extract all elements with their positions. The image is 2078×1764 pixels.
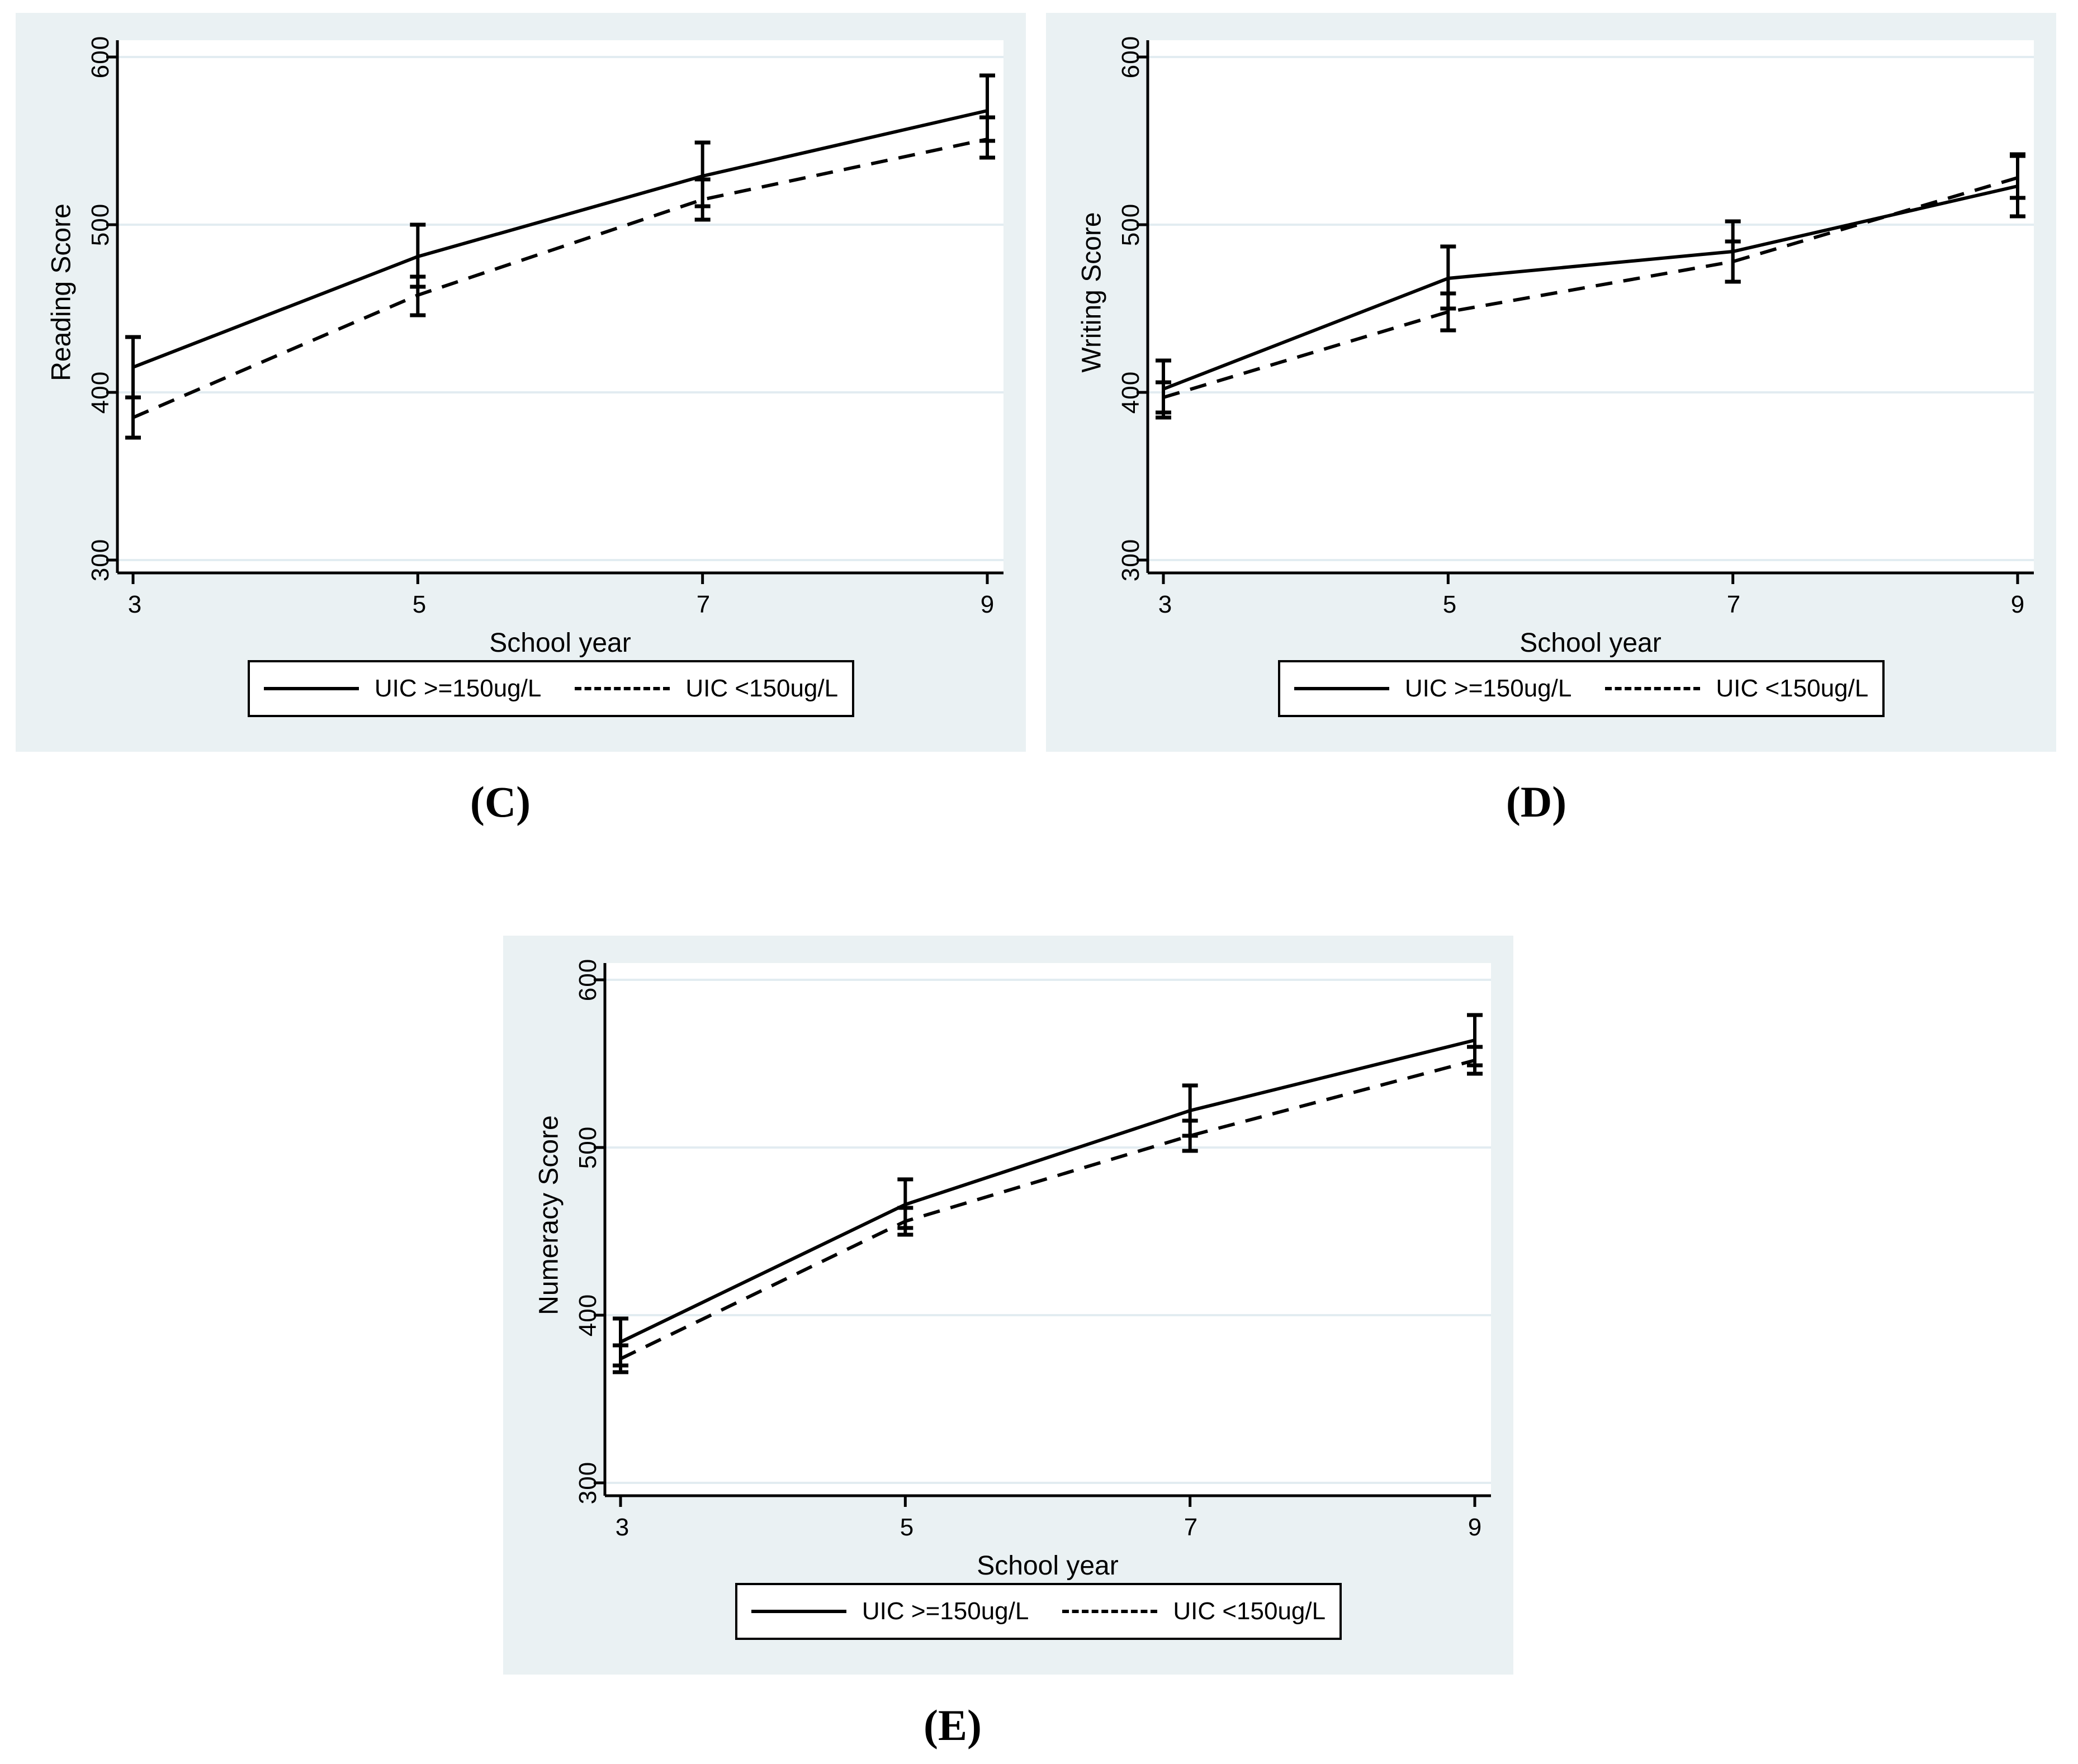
series-line xyxy=(1163,176,2018,399)
panel-letter-d: (D) xyxy=(1506,777,1567,826)
legend-label-solid: UIC >=150ug/L xyxy=(374,675,542,702)
y-tick-label-300: 300 xyxy=(1117,538,1144,582)
y-tick-label-500: 500 xyxy=(87,203,114,246)
y-tick-label-500: 500 xyxy=(574,1126,602,1169)
y-tick-label-600: 600 xyxy=(574,958,602,1002)
legend-item-solid: UIC >=150ug/L xyxy=(263,675,542,703)
y-axis-title: Numeracy Score xyxy=(534,1115,564,1315)
x-tick-label-7: 7 xyxy=(1184,1514,1198,1541)
y-tick-label-400: 400 xyxy=(1117,371,1144,414)
x-axis-title: School year xyxy=(977,1551,1119,1581)
plot-area xyxy=(1148,40,2034,573)
series-line xyxy=(132,137,988,419)
panel-letter-e: (E) xyxy=(924,1701,982,1749)
x-tick-label-5: 5 xyxy=(412,591,427,618)
legend: UIC >=150ug/L UIC <150ug/L xyxy=(735,1583,1342,1640)
solid-line-sample-icon xyxy=(263,687,359,690)
y-tick-label-300: 300 xyxy=(87,538,114,582)
y-tick-label-400: 400 xyxy=(574,1293,602,1337)
dashed-line-sample-icon xyxy=(575,687,670,690)
x-tick-label-3: 3 xyxy=(127,591,142,618)
panel-reading: 600 500 400 300 Reading Score 3 5 7 9 Sc… xyxy=(16,13,1026,752)
y-tick-label-600: 600 xyxy=(87,35,114,79)
x-axis-title: School year xyxy=(489,628,631,658)
legend-label-dashed: UIC <150ug/L xyxy=(685,675,839,702)
series-line xyxy=(619,1059,1475,1360)
y-axis-title: Writing Score xyxy=(1077,212,1107,373)
numeracy-chart-canvas xyxy=(594,963,1491,1507)
legend-item-solid: UIC >=150ug/L xyxy=(1294,675,1571,703)
x-tick-label-9: 9 xyxy=(1468,1514,1482,1541)
y-tick-label-500: 500 xyxy=(1117,203,1144,246)
legend-item-dashed: UIC <150ug/L xyxy=(575,675,838,703)
y-axis-title: Reading Score xyxy=(46,203,77,381)
plot-area xyxy=(117,40,1004,573)
x-tick-label-3: 3 xyxy=(615,1514,629,1541)
x-tick-label-9: 9 xyxy=(980,591,995,618)
x-tick-label-7: 7 xyxy=(1726,591,1741,618)
x-tick-label-7: 7 xyxy=(696,591,711,618)
series-line xyxy=(132,109,988,369)
panel-letter-c: (C) xyxy=(470,777,531,826)
writing-chart-canvas xyxy=(1137,40,2034,584)
x-axis-title: School year xyxy=(1520,628,1662,658)
dashed-line-sample-icon xyxy=(1605,687,1701,690)
legend-item-solid: UIC >=150ug/L xyxy=(751,1597,1029,1625)
x-tick-label-5: 5 xyxy=(900,1514,914,1541)
panel-writing: 600 500 400 300 Writing Score 3 5 7 9 Sc… xyxy=(1046,13,2056,752)
solid-line-sample-icon xyxy=(751,1610,846,1613)
y-tick-label-400: 400 xyxy=(87,371,114,414)
y-tick-label-300: 300 xyxy=(574,1461,602,1505)
solid-line-sample-icon xyxy=(1294,687,1389,690)
legend-label-solid: UIC >=150ug/L xyxy=(862,1597,1029,1625)
plot-area xyxy=(605,963,1491,1496)
x-tick-label-5: 5 xyxy=(1442,591,1457,618)
y-tick-label-600: 600 xyxy=(1117,35,1144,79)
x-tick-label-9: 9 xyxy=(2010,591,2025,618)
series-line xyxy=(619,1039,1475,1344)
legend: UIC >=150ug/L UIC <150ug/L xyxy=(1278,660,1885,717)
legend-label-dashed: UIC <150ug/L xyxy=(1716,675,1869,702)
legend-item-dashed: UIC <150ug/L xyxy=(1062,1597,1326,1625)
reading-chart-canvas xyxy=(106,40,1004,584)
legend-item-dashed: UIC <150ug/L xyxy=(1605,675,1868,703)
x-tick-label-3: 3 xyxy=(1158,591,1172,618)
legend: UIC >=150ug/L UIC <150ug/L xyxy=(248,660,854,717)
dashed-line-sample-icon xyxy=(1062,1610,1158,1613)
legend-label-dashed: UIC <150ug/L xyxy=(1173,1597,1326,1625)
legend-label-solid: UIC >=150ug/L xyxy=(1404,675,1572,702)
panel-numeracy: 600 500 400 300 Numeracy Score 3 5 7 9 S… xyxy=(503,936,1513,1675)
